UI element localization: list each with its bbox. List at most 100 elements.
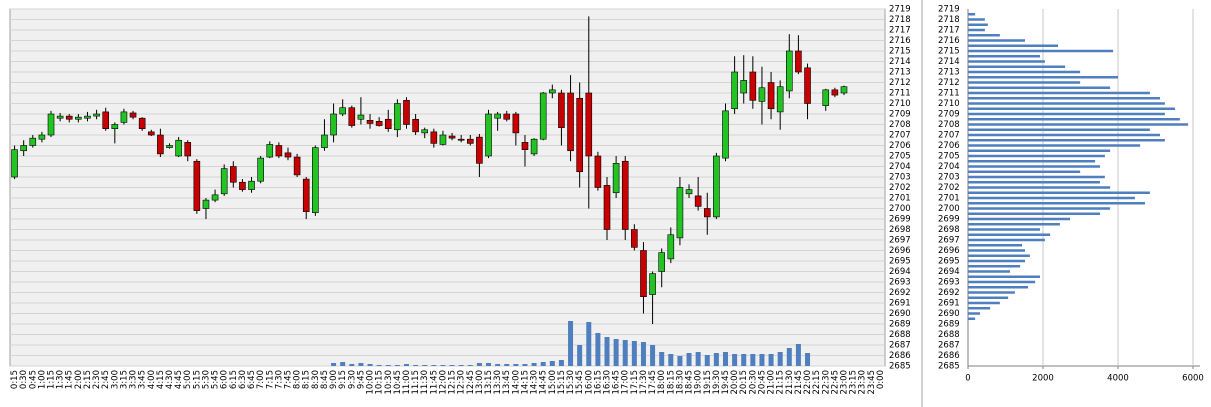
x-tick-label: 16:15 xyxy=(593,370,603,395)
candle-body xyxy=(93,113,100,117)
candle-body xyxy=(722,110,729,159)
profile-bar xyxy=(968,275,1040,278)
candle-body xyxy=(658,252,665,272)
candle-body xyxy=(512,113,520,134)
y-tick-label: 2696 xyxy=(889,246,911,256)
candle-body xyxy=(603,185,611,230)
x-tick-label: 8:45 xyxy=(320,370,330,389)
candle-body xyxy=(20,145,27,152)
x-tick-label: 9:00 xyxy=(329,370,339,389)
x-tick-label: 5:30 xyxy=(201,370,211,389)
x-tick-label: 20:15 xyxy=(739,370,749,395)
x-tick-label: 1:00 xyxy=(37,370,47,389)
x-tick-label: 10:00 xyxy=(366,370,376,395)
profile-bar xyxy=(968,123,1189,126)
volume-bar xyxy=(741,354,747,366)
candle-body xyxy=(485,113,492,157)
volume-bar xyxy=(586,322,592,366)
x-tick-label: 5:00 xyxy=(183,370,193,389)
candle-body xyxy=(166,145,173,148)
candle-body xyxy=(394,103,401,131)
profile-bar xyxy=(968,107,1175,110)
volume-bar xyxy=(522,364,528,366)
candle-body xyxy=(421,129,429,134)
x-tick-label: 6:45 xyxy=(247,370,257,389)
candle-body xyxy=(138,117,146,129)
y-tick-label: 2689 xyxy=(938,320,960,330)
x-tick-label: 7:00 xyxy=(256,370,266,389)
x-tick-label: 2000 xyxy=(1032,374,1054,384)
x-tick-label: 0:00 xyxy=(876,370,886,389)
x-tick-label: 23:45 xyxy=(867,370,877,395)
profile-bar xyxy=(968,149,1111,152)
candle-body xyxy=(649,273,656,295)
volume-bar xyxy=(495,364,501,366)
x-tick-label: 5:45 xyxy=(211,370,221,389)
y-tick-label: 2699 xyxy=(938,215,960,225)
volume-bar xyxy=(759,354,765,366)
profile-bar xyxy=(968,139,1165,142)
profile-bar xyxy=(968,186,1111,189)
candle-body xyxy=(640,250,647,298)
candle-body xyxy=(703,208,711,218)
candle-body xyxy=(448,135,456,139)
volume-bar xyxy=(613,339,619,366)
x-tick-label: 7:15 xyxy=(265,370,275,389)
y-tick-label: 2695 xyxy=(889,257,911,267)
y-tick-label: 2708 xyxy=(938,120,960,130)
candle-body xyxy=(248,180,255,190)
candle-body xyxy=(731,71,738,110)
x-tick-label: 8:15 xyxy=(302,370,312,389)
profile-bar xyxy=(968,244,1022,247)
y-tick-label: 2686 xyxy=(938,351,960,361)
y-tick-label: 2719 xyxy=(889,5,911,15)
candle-body xyxy=(384,118,392,129)
y-tick-label: 2708 xyxy=(889,120,911,130)
profile-bar xyxy=(968,18,985,21)
x-tick-label: 11:15 xyxy=(411,370,421,395)
x-tick-label: 22:45 xyxy=(830,370,840,395)
candle-body xyxy=(530,138,538,155)
profile-bar xyxy=(968,133,1160,137)
y-tick-label: 2705 xyxy=(938,152,960,162)
candle-body xyxy=(585,92,593,157)
y-tick-label: 2706 xyxy=(938,141,960,151)
candle-body xyxy=(503,113,511,120)
profile-bar xyxy=(968,217,1070,221)
y-tick-label: 2704 xyxy=(889,162,911,172)
profile-bar xyxy=(968,286,1028,289)
x-tick-label: 8:00 xyxy=(293,370,303,389)
profile-bar xyxy=(968,76,1118,79)
profile-bar xyxy=(968,202,1145,205)
profile-bar xyxy=(968,34,1000,37)
profile-bar xyxy=(968,191,1150,194)
candle-body xyxy=(713,155,720,218)
candle-body xyxy=(549,89,556,94)
volume-bar xyxy=(650,345,656,366)
profile-bar xyxy=(968,70,1081,74)
y-tick-label: 2707 xyxy=(889,131,911,141)
profile-bar xyxy=(968,312,980,315)
x-tick-label: 14:15 xyxy=(520,370,530,395)
candle-body xyxy=(767,82,775,110)
candle-body xyxy=(65,115,73,120)
profile-bar xyxy=(968,317,976,320)
volume-bar xyxy=(458,365,464,366)
profile-bar xyxy=(968,307,991,310)
profile-bar xyxy=(968,175,1105,179)
candle-body xyxy=(667,234,675,260)
x-tick-label: 22:15 xyxy=(812,370,822,395)
x-tick-label: 19:30 xyxy=(712,370,722,395)
y-tick-label: 2712 xyxy=(938,78,960,88)
x-tick-label: 17:45 xyxy=(648,370,658,395)
profile-bar xyxy=(968,280,1036,284)
x-tick-label: 6:30 xyxy=(238,370,248,389)
x-tick-label: 21:15 xyxy=(776,370,786,395)
candle-body xyxy=(357,114,365,120)
profile-bar xyxy=(968,259,1025,263)
candle-body xyxy=(321,134,328,148)
profile-bar xyxy=(968,128,1150,131)
candle-body xyxy=(230,166,237,183)
volume-bar xyxy=(558,360,564,366)
y-tick-label: 2701 xyxy=(938,194,960,204)
